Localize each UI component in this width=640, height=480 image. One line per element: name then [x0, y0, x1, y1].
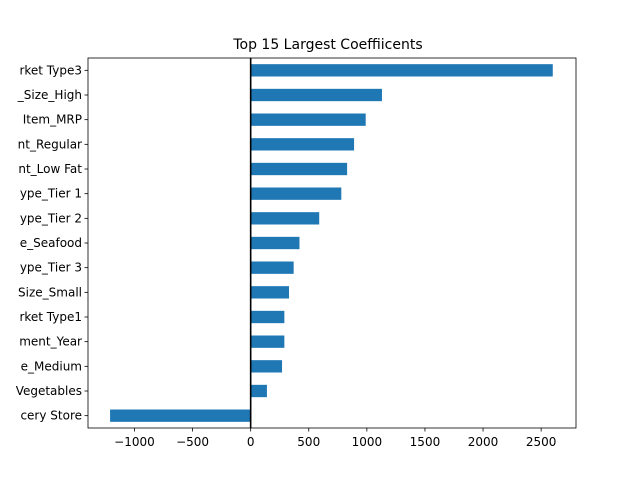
bar-4: [250, 162, 348, 176]
x-tick-label-6: 2000: [468, 435, 499, 449]
bar-2: [250, 113, 366, 126]
y-tick-label-14: cery Store: [20, 409, 82, 423]
y-tick-label-6: ype_Tier 2: [20, 211, 82, 225]
x-axis-ticks: −1000 −500 0 500 1000 1500 2000 2500: [114, 428, 556, 449]
bar-5: [250, 187, 342, 200]
plot-frame: [87, 57, 577, 429]
y-tick-label-1: _Size_High: [17, 88, 82, 102]
y-tick-label-5: ype_Tier 1: [20, 187, 82, 201]
x-tick-label-0: −1000: [114, 435, 155, 449]
x-tick-label-4: 1000: [352, 435, 383, 449]
chart-title: Top 15 Largest Coeffiicents: [232, 37, 422, 53]
y-tick-label-3: nt_Regular: [18, 137, 82, 151]
bar-12: [250, 360, 283, 373]
y-tick-label-9: Size_Small: [18, 285, 82, 299]
bars-group: [110, 64, 553, 422]
y-axis-ticks: rket Type3 _Size_High Item_MRP nt_Regularnt…: [16, 63, 88, 423]
y-tick-label-11: ment_Year: [19, 335, 82, 349]
bar-11: [250, 335, 285, 348]
bar-1: [250, 88, 382, 102]
y-tick-label-12: e_Medium: [21, 359, 82, 373]
bar-9: [250, 286, 290, 299]
x-tick-label-3: 500: [297, 435, 320, 449]
y-tick-label-13: Vegetables: [16, 384, 82, 398]
y-tick-label-4: nt_Low Fat: [18, 162, 82, 176]
y-tick-label-10: rket Type1: [19, 310, 82, 324]
bar-6: [250, 212, 320, 225]
bar-7: [250, 236, 300, 250]
x-tick-label-1: −500: [176, 435, 209, 449]
x-tick-label-2: 0: [247, 435, 255, 449]
x-tick-label-7: 2500: [526, 435, 557, 449]
x-tick-label-5: 1500: [410, 435, 441, 449]
y-tick-label-7: e_Seafood: [20, 236, 82, 250]
bar-10: [250, 310, 285, 324]
bar-13: [250, 384, 267, 398]
y-tick-label-2: Item_MRP: [23, 113, 82, 127]
bar-8: [250, 261, 294, 274]
bar-0: [250, 64, 553, 77]
y-tick-label-8: ype_Tier 3: [20, 261, 82, 275]
bar-14: [110, 409, 251, 422]
y-tick-label-0: rket Type3: [19, 63, 82, 77]
bar-3: [250, 138, 355, 151]
